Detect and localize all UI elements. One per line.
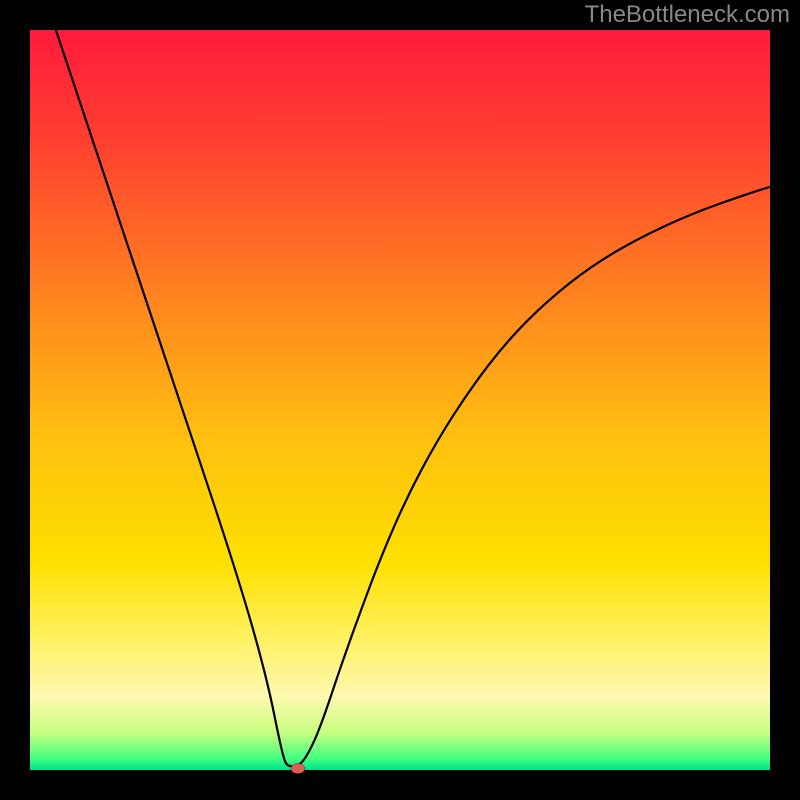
watermark-text: TheBottleneck.com: [585, 1, 790, 29]
optimal-point-marker: [291, 764, 305, 774]
plot-background: [30, 30, 770, 770]
chart-container: TheBottleneck.com: [0, 0, 800, 800]
bottleneck-chart: [0, 0, 800, 800]
